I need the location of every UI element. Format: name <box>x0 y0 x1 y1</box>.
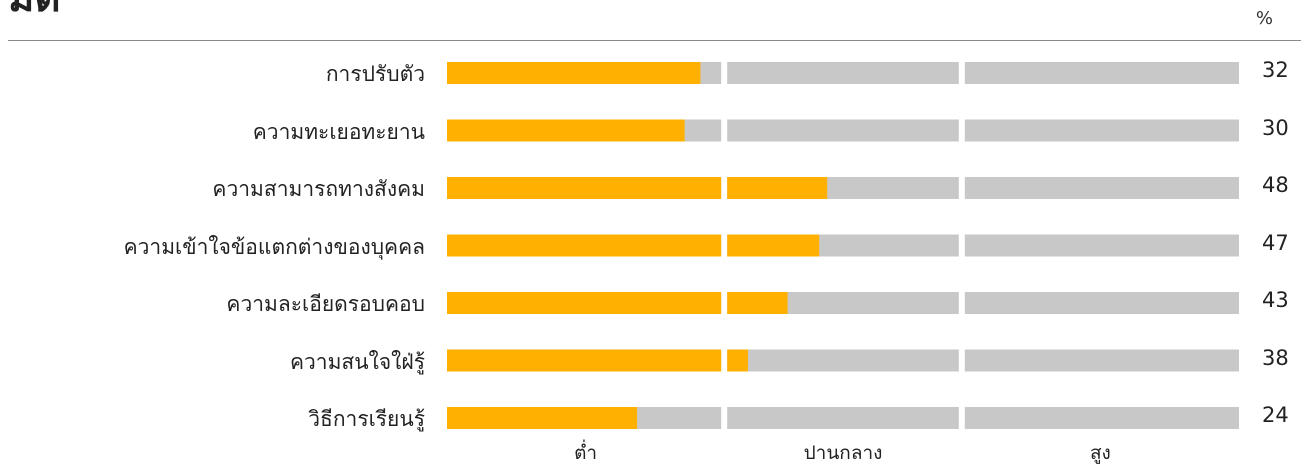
value-label: 38 <box>1262 345 1289 370</box>
category-label: ความเข้าใจข้อแตกต่างของบุคคล <box>123 234 425 259</box>
band-label: ต่ำ <box>574 442 598 464</box>
bar-track-segment <box>964 234 1239 257</box>
bar-fill-segment <box>727 234 820 257</box>
bar-fill-segment <box>727 177 828 199</box>
category-label: วิธีการเรียนรู้ <box>308 407 425 431</box>
bar-track-segment <box>727 407 959 429</box>
value-label: 24 <box>1262 403 1289 427</box>
bar-track-segment <box>727 349 959 372</box>
bar-track-segment <box>964 119 1239 142</box>
bar-track-segment <box>964 407 1239 429</box>
bar-track-segment <box>964 177 1239 199</box>
bar-track-segment <box>964 292 1239 314</box>
bar-fill-segment <box>447 407 638 429</box>
category-label: ความทะเยอทะยาน <box>252 119 425 144</box>
chart-title: มิติ <box>8 0 60 18</box>
bar-fill-segment <box>447 349 722 372</box>
bar-track-segment <box>727 62 959 84</box>
value-label: 48 <box>1262 173 1289 197</box>
category-label: ความสามารถทางสังคม <box>212 177 425 201</box>
bar-fill-segment <box>727 292 788 314</box>
bar-track-segment <box>964 62 1239 84</box>
bar-fill-segment <box>447 292 722 314</box>
category-label: ความสนใจใฝ่รู้ <box>289 349 425 374</box>
bar-fill-segment <box>447 177 722 199</box>
band-label: สูง <box>1089 442 1111 464</box>
unit-label: % <box>1255 8 1273 29</box>
value-label: 32 <box>1262 58 1289 82</box>
band-label: ปานกลาง <box>803 442 883 464</box>
value-label: 30 <box>1262 115 1289 140</box>
value-label: 43 <box>1262 288 1289 312</box>
value-label: 47 <box>1262 230 1289 255</box>
bar-fill-segment <box>447 234 722 257</box>
category-label: การปรับตัว <box>325 62 425 86</box>
header-divider <box>8 40 1301 41</box>
bar-track-segment <box>727 119 959 142</box>
category-label: ความละเอียดรอบคอบ <box>226 292 425 316</box>
bar-fill-segment <box>727 349 748 372</box>
bar-track-segment <box>964 349 1239 372</box>
bar-fill-segment <box>447 62 701 84</box>
bar-fill-segment <box>447 119 685 142</box>
